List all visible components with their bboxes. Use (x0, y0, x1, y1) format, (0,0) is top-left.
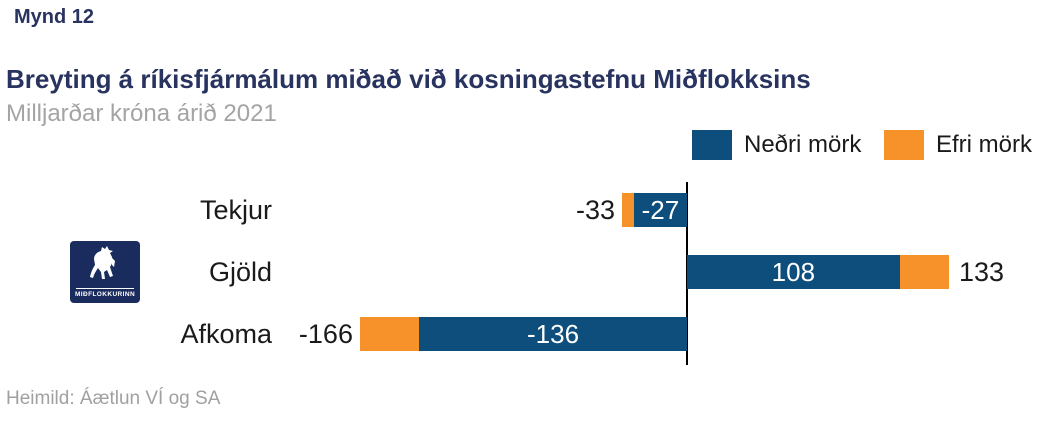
party-logo: MIÐFLOKKURINN (70, 241, 140, 303)
category-label-gjöld: Gjöld (208, 257, 272, 287)
bar-value-inside-gjöld: 108 (771, 257, 816, 287)
logo-party-name: MIÐFLOKKURINN (74, 291, 136, 298)
bar-lower-gjöld (687, 255, 900, 289)
bar-lower-tekjur (633, 193, 687, 227)
bar-upper-gjöld (899, 255, 949, 289)
bar-value-inside-tekjur: -27 (641, 195, 680, 225)
logo-divider (76, 288, 134, 289)
bar-value-outside-gjöld: 133 (959, 257, 1005, 287)
category-label-afkoma: Afkoma (180, 319, 272, 349)
bar-value-inside-afkoma: -136 (527, 319, 580, 349)
source-note: Heimild: Áætlun VÍ og SA (6, 388, 221, 409)
bar-upper-afkoma (359, 317, 420, 351)
chart-subtitle: Milljarðar króna árið 2021 (6, 100, 277, 127)
legend-swatch-lower-bound (692, 130, 732, 160)
bar-lower-afkoma (419, 317, 687, 351)
category-label-tekjur: Tekjur (199, 195, 272, 225)
figure-number-label: Mynd 12 (14, 6, 95, 28)
legend-label-lower-bound: Neðri mörk (744, 131, 862, 158)
legend-swatch-upper-bound (884, 130, 924, 160)
chart-title: Breyting á ríkisfjármálum miðað við kosn… (6, 64, 811, 94)
rearing-horse-icon (90, 246, 115, 279)
bar-value-outside-afkoma: -166 (298, 319, 353, 349)
bar-upper-tekjur (621, 193, 634, 227)
legend-label-upper-bound: Efri mörk (936, 131, 1032, 158)
bar-value-outside-tekjur: -33 (575, 195, 615, 225)
